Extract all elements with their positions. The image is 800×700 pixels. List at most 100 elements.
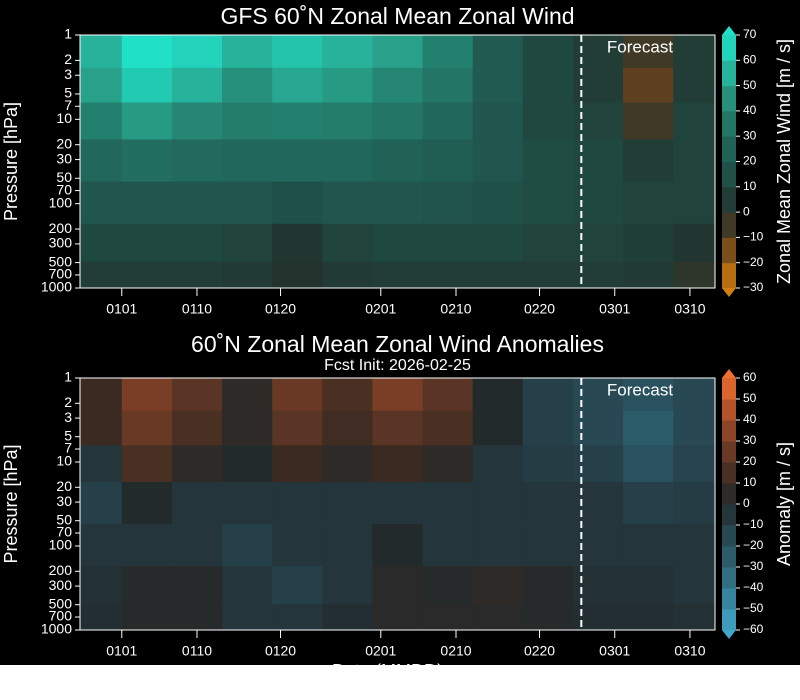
field-cell	[121, 410, 173, 446]
field-cell	[472, 67, 524, 104]
field-cell	[171, 410, 223, 446]
colorbar-tick-label: 50	[743, 78, 757, 92]
field-cell	[673, 524, 716, 567]
colorbar-tick-label: −20	[743, 255, 764, 269]
x-tick-label: 0310	[674, 643, 705, 659]
colorbar-tick-label: 40	[743, 412, 757, 426]
field-cell	[673, 139, 716, 183]
field-cell	[272, 378, 323, 412]
field-cell	[272, 35, 323, 69]
field-cell	[673, 410, 716, 446]
field-cell	[623, 261, 674, 289]
chart-subtitle: Fcst Init: 2026-02-25	[324, 357, 471, 374]
field-cell	[422, 410, 474, 446]
field-cell	[422, 566, 474, 605]
field-cell	[572, 102, 624, 140]
field-cell	[322, 566, 373, 605]
field-cell	[522, 181, 574, 225]
field-cell	[522, 102, 574, 140]
field-cell	[171, 524, 223, 567]
colorbar-segment	[722, 546, 736, 568]
field-cell	[422, 35, 474, 69]
y-tick-label: 500	[49, 595, 73, 611]
field-cell	[422, 524, 474, 567]
y-axis-label: Pressure [hPa]	[1, 444, 21, 563]
y-tick-label: 300	[49, 235, 73, 251]
field-cell	[372, 524, 424, 567]
field-cell	[222, 35, 273, 69]
colorbar-segment	[722, 136, 736, 162]
field-cell	[222, 67, 273, 104]
field-cell	[372, 603, 424, 631]
field-cell	[322, 603, 373, 631]
colorbar-segment	[722, 378, 736, 400]
field-cell	[673, 223, 716, 263]
field-cell	[222, 378, 273, 412]
colorbar-tick-label: 30	[743, 433, 757, 447]
y-tick-label: 50	[56, 511, 72, 527]
field-cell	[222, 181, 273, 225]
field-cell	[121, 67, 173, 104]
field-cell	[372, 139, 424, 183]
field-cell	[372, 445, 424, 483]
field-cell	[322, 378, 373, 412]
field-cell	[171, 482, 223, 525]
y-tick-label: 70	[56, 524, 72, 540]
plot-frame	[79, 377, 716, 631]
field-cell	[422, 67, 474, 104]
field-cell	[372, 378, 424, 412]
field-cell	[673, 181, 716, 225]
colorbar-tick-label: 40	[743, 103, 757, 117]
colorbar-segment	[722, 462, 736, 484]
plot-frame	[79, 34, 716, 289]
field-cell	[623, 102, 674, 140]
field-cell	[80, 181, 123, 225]
field-cell	[673, 261, 716, 289]
field-cell	[272, 181, 323, 225]
colorbar-tick-label: 20	[743, 454, 757, 468]
field-cell	[322, 524, 373, 567]
colorbar-tick-label: 10	[743, 179, 757, 193]
field-cell	[222, 102, 273, 140]
bottom-margin	[0, 665, 800, 700]
field-cell	[322, 261, 373, 289]
field-cell	[171, 566, 223, 605]
colorbar-tick-label: −50	[743, 601, 764, 615]
field-cell	[322, 445, 373, 483]
colorbar-tick-label: −40	[743, 580, 764, 594]
field-cell	[422, 378, 474, 412]
y-tick-label: 100	[49, 537, 73, 553]
colorbar-segment	[722, 35, 736, 61]
y-tick-label: 30	[56, 493, 72, 509]
field-cell	[522, 67, 574, 104]
colorbar-segment	[722, 420, 736, 442]
field-cell	[673, 35, 716, 69]
colorbar-segment	[722, 399, 736, 421]
field-cell	[222, 261, 273, 289]
field-cell	[171, 223, 223, 263]
field-cell	[472, 603, 524, 631]
field-cell	[623, 378, 674, 412]
field-cell	[372, 566, 424, 605]
field-cell	[422, 603, 474, 631]
colorbar-tick-label: 30	[743, 128, 757, 142]
y-tick-label: 1	[64, 369, 72, 385]
field-cell	[623, 35, 674, 69]
field-cell	[422, 139, 474, 183]
field-cell	[522, 139, 574, 183]
y-tick-label: 700	[49, 608, 73, 624]
field-cell	[272, 67, 323, 104]
field-cell	[623, 139, 674, 183]
field-cell	[272, 223, 323, 263]
forecast-label: Forecast	[607, 37, 673, 56]
field-cell	[121, 566, 173, 605]
y-tick-label: 70	[56, 181, 72, 197]
field-cell	[472, 35, 524, 69]
y-tick-label: 1	[64, 26, 72, 42]
field-cell	[171, 67, 223, 104]
colorbar-top-arrow	[722, 369, 736, 378]
field-cell	[322, 410, 373, 446]
field-cell	[422, 181, 474, 225]
y-tick-label: 1000	[41, 279, 72, 295]
